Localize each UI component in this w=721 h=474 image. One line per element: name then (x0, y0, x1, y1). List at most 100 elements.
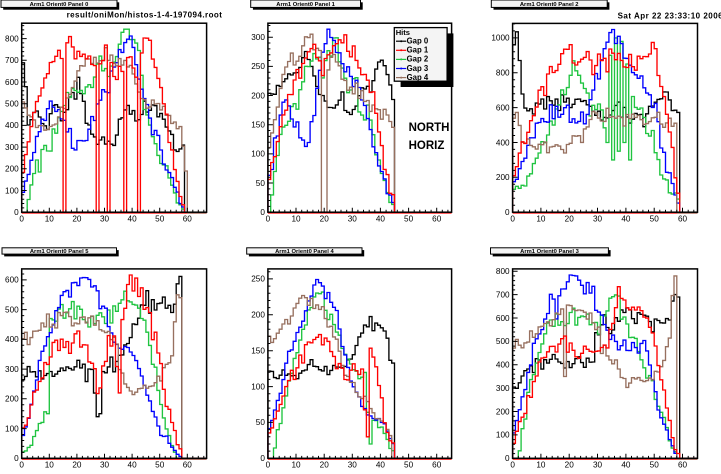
svg-text:20: 20 (72, 214, 82, 223)
svg-text:0: 0 (14, 208, 19, 217)
svg-text:50: 50 (155, 461, 165, 470)
svg-text:20: 20 (565, 461, 575, 470)
svg-text:0: 0 (19, 214, 24, 223)
svg-text:50: 50 (404, 461, 414, 470)
svg-text:50: 50 (404, 214, 414, 223)
svg-text:200: 200 (496, 407, 510, 416)
svg-text:250: 250 (251, 62, 265, 71)
svg-text:400: 400 (5, 335, 19, 344)
svg-text:600: 600 (5, 78, 19, 87)
svg-text:40: 40 (621, 461, 631, 470)
svg-text:30: 30 (593, 461, 603, 470)
svg-text:10: 10 (291, 461, 301, 470)
svg-text:10: 10 (536, 214, 546, 223)
svg-text:Gap 3: Gap 3 (407, 64, 429, 73)
svg-text:200: 200 (251, 311, 265, 320)
svg-text:150: 150 (251, 121, 265, 130)
svg-text:200: 200 (5, 395, 19, 404)
svg-text:30: 30 (348, 214, 358, 223)
svg-text:10: 10 (536, 461, 546, 470)
svg-text:20: 20 (565, 214, 575, 223)
svg-text:500: 500 (5, 100, 19, 109)
svg-text:300: 300 (496, 384, 510, 393)
svg-text:100: 100 (251, 150, 265, 159)
svg-text:Arm1 Orient0 Panel 4: Arm1 Orient0 Panel 4 (275, 249, 334, 255)
svg-text:600: 600 (496, 314, 510, 323)
svg-text:30: 30 (100, 214, 110, 223)
svg-text:100: 100 (5, 186, 19, 195)
svg-text:50: 50 (650, 214, 660, 223)
svg-text:50: 50 (256, 179, 266, 188)
svg-text:10: 10 (45, 461, 55, 470)
svg-text:10: 10 (291, 214, 301, 223)
svg-text:0: 0 (510, 461, 515, 470)
svg-text:200: 200 (5, 165, 19, 174)
svg-text:40: 40 (128, 214, 138, 223)
svg-text:300: 300 (251, 33, 265, 42)
svg-text:400: 400 (496, 138, 510, 147)
svg-text:Gap 1: Gap 1 (407, 46, 429, 55)
svg-text:Sat Apr 22 23:33:10 2006: Sat Apr 22 23:33:10 2006 (618, 11, 721, 20)
svg-text:700: 700 (5, 56, 19, 65)
svg-text:250: 250 (251, 275, 265, 284)
svg-text:HORIZ: HORIZ (409, 140, 445, 152)
svg-text:0: 0 (266, 461, 271, 470)
svg-text:700: 700 (496, 290, 510, 299)
svg-text:Arm1 Orient0 Panel 2: Arm1 Orient0 Panel 2 (520, 2, 579, 8)
svg-text:150: 150 (251, 347, 265, 356)
svg-text:40: 40 (376, 214, 386, 223)
svg-text:600: 600 (496, 103, 510, 112)
svg-text:0: 0 (260, 208, 265, 217)
svg-text:0: 0 (14, 454, 19, 463)
svg-text:Arm1 Orient0 Panel 0: Arm1 Orient0 Panel 0 (30, 2, 89, 8)
svg-text:1000: 1000 (491, 34, 510, 43)
svg-text:300: 300 (5, 143, 19, 152)
svg-text:60: 60 (678, 461, 688, 470)
svg-text:Arm1 Orient0 Panel 1: Arm1 Orient0 Panel 1 (276, 2, 335, 8)
svg-text:60: 60 (432, 461, 442, 470)
svg-text:40: 40 (376, 461, 386, 470)
svg-text:0: 0 (505, 208, 510, 217)
svg-text:100: 100 (251, 382, 265, 391)
svg-text:Arm1 Orient0 Panel 3: Arm1 Orient0 Panel 3 (520, 249, 579, 255)
svg-text:60: 60 (678, 214, 688, 223)
svg-text:30: 30 (593, 214, 603, 223)
svg-text:50: 50 (650, 461, 660, 470)
svg-text:100: 100 (5, 424, 19, 433)
svg-text:500: 500 (5, 305, 19, 314)
svg-text:600: 600 (5, 276, 19, 285)
svg-text:0: 0 (505, 454, 510, 463)
svg-text:20: 20 (320, 461, 330, 470)
svg-text:500: 500 (496, 337, 510, 346)
svg-text:400: 400 (5, 121, 19, 130)
svg-text:20: 20 (320, 214, 330, 223)
svg-text:Gap 2: Gap 2 (407, 55, 429, 64)
svg-text:400: 400 (496, 361, 510, 370)
svg-text:800: 800 (496, 267, 510, 276)
svg-text:60: 60 (432, 214, 442, 223)
svg-text:Hits: Hits (396, 28, 410, 37)
svg-text:100: 100 (496, 431, 510, 440)
svg-text:result/oniMon/histos-1-4-19709: result/oniMon/histos-1-4-197094.root (67, 10, 223, 19)
svg-text:200: 200 (496, 173, 510, 182)
svg-text:50: 50 (155, 214, 165, 223)
svg-text:NORTH: NORTH (409, 122, 450, 134)
svg-text:60: 60 (183, 214, 193, 223)
svg-text:0: 0 (266, 214, 271, 223)
svg-text:30: 30 (100, 461, 110, 470)
svg-text:60: 60 (183, 461, 193, 470)
svg-text:10: 10 (45, 214, 55, 223)
svg-text:300: 300 (5, 365, 19, 374)
svg-text:40: 40 (621, 214, 631, 223)
svg-text:Gap 4: Gap 4 (407, 73, 429, 82)
svg-text:800: 800 (5, 34, 19, 43)
svg-text:Gap 0: Gap 0 (407, 37, 429, 46)
svg-text:200: 200 (251, 91, 265, 100)
svg-text:30: 30 (348, 461, 358, 470)
svg-text:Arm1 Orient0 Panel 5: Arm1 Orient0 Panel 5 (30, 249, 89, 255)
svg-text:0: 0 (260, 454, 265, 463)
svg-text:40: 40 (128, 461, 138, 470)
svg-text:0: 0 (19, 461, 24, 470)
svg-text:20: 20 (72, 461, 82, 470)
svg-text:50: 50 (256, 418, 266, 427)
